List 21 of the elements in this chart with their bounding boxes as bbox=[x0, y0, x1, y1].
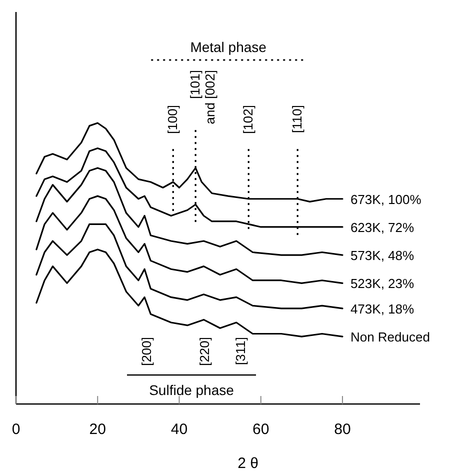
annotation: [311] bbox=[233, 337, 248, 365]
x-tick-label: 60 bbox=[252, 421, 270, 438]
annotation: [100] bbox=[165, 105, 180, 134]
annotation: Sulfide phase bbox=[149, 382, 234, 398]
annotation: [220] bbox=[197, 337, 212, 366]
x-tick-label: 40 bbox=[170, 421, 188, 438]
x-axis-title: 2 θ bbox=[238, 455, 258, 472]
series-label: 473K, 18% bbox=[350, 301, 415, 316]
series-label: 673K, 100% bbox=[350, 192, 422, 207]
series-label: 523K, 23% bbox=[350, 276, 415, 292]
series-label: Non Reduced bbox=[350, 330, 430, 345]
annotation: [200] bbox=[139, 337, 154, 366]
annotation: [102] bbox=[240, 105, 256, 134]
series-label: 623K, 72% bbox=[350, 220, 415, 235]
annotation: [101] and [002] bbox=[188, 70, 218, 124]
series-label: 573K, 48% bbox=[350, 248, 415, 264]
x-tick-label: 80 bbox=[334, 421, 351, 438]
annotation: [110] bbox=[290, 105, 305, 133]
text: Metal phase bbox=[190, 39, 267, 55]
x-tick-label: 0 bbox=[12, 421, 20, 438]
x-tick-label: 20 bbox=[89, 421, 106, 438]
